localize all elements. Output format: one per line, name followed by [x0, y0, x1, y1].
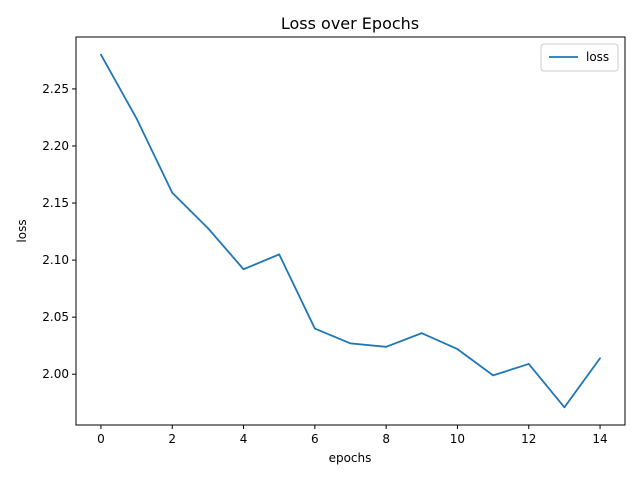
y-axis: 2.00 2.05 2.10 2.15 2.20 2.25 [42, 82, 76, 381]
data-point [207, 227, 209, 230]
data-point [349, 342, 352, 345]
legend-box [540, 43, 619, 72]
plot-area [75, 36, 626, 426]
data-point [385, 345, 388, 348]
data-point [171, 191, 174, 194]
y-tick-label: 2.10 [42, 253, 69, 267]
x-tick-label: 12 [521, 432, 536, 446]
data-point [563, 406, 566, 409]
legend-label-loss: loss [586, 50, 609, 64]
x-tick-label: 4 [240, 432, 248, 446]
data-point [100, 53, 102, 56]
x-tick-label: 8 [382, 432, 390, 446]
series-layer [100, 53, 601, 409]
x-tick-label: 6 [311, 432, 319, 446]
chart-title: Loss over Epochs [281, 14, 419, 33]
data-point [278, 253, 281, 256]
x-axis: 0 2 4 6 8 10 12 14 [97, 425, 608, 446]
plot-frame [75, 36, 626, 426]
data-point [456, 348, 459, 351]
data-point [599, 357, 601, 360]
x-tick-label: 2 [168, 432, 176, 446]
y-axis-label: loss [15, 219, 29, 242]
y-tick-label: 2.00 [42, 367, 69, 381]
data-point [242, 268, 245, 271]
y-tick-label: 2.25 [42, 82, 69, 96]
x-tick-label: 0 [97, 432, 105, 446]
legend: loss [540, 43, 619, 72]
data-point [420, 332, 423, 335]
x-tick-label: 10 [450, 432, 465, 446]
y-tick-label: 2.15 [42, 196, 69, 210]
y-tick-label: 2.05 [42, 310, 69, 324]
data-point [313, 327, 316, 330]
series-line-loss [100, 54, 601, 409]
data-point [492, 374, 494, 377]
y-tick-label: 2.20 [42, 139, 69, 153]
data-point [135, 117, 138, 120]
x-axis-label: epochs [329, 451, 372, 465]
data-point [527, 363, 530, 365]
x-tick-label: 14 [592, 432, 607, 446]
